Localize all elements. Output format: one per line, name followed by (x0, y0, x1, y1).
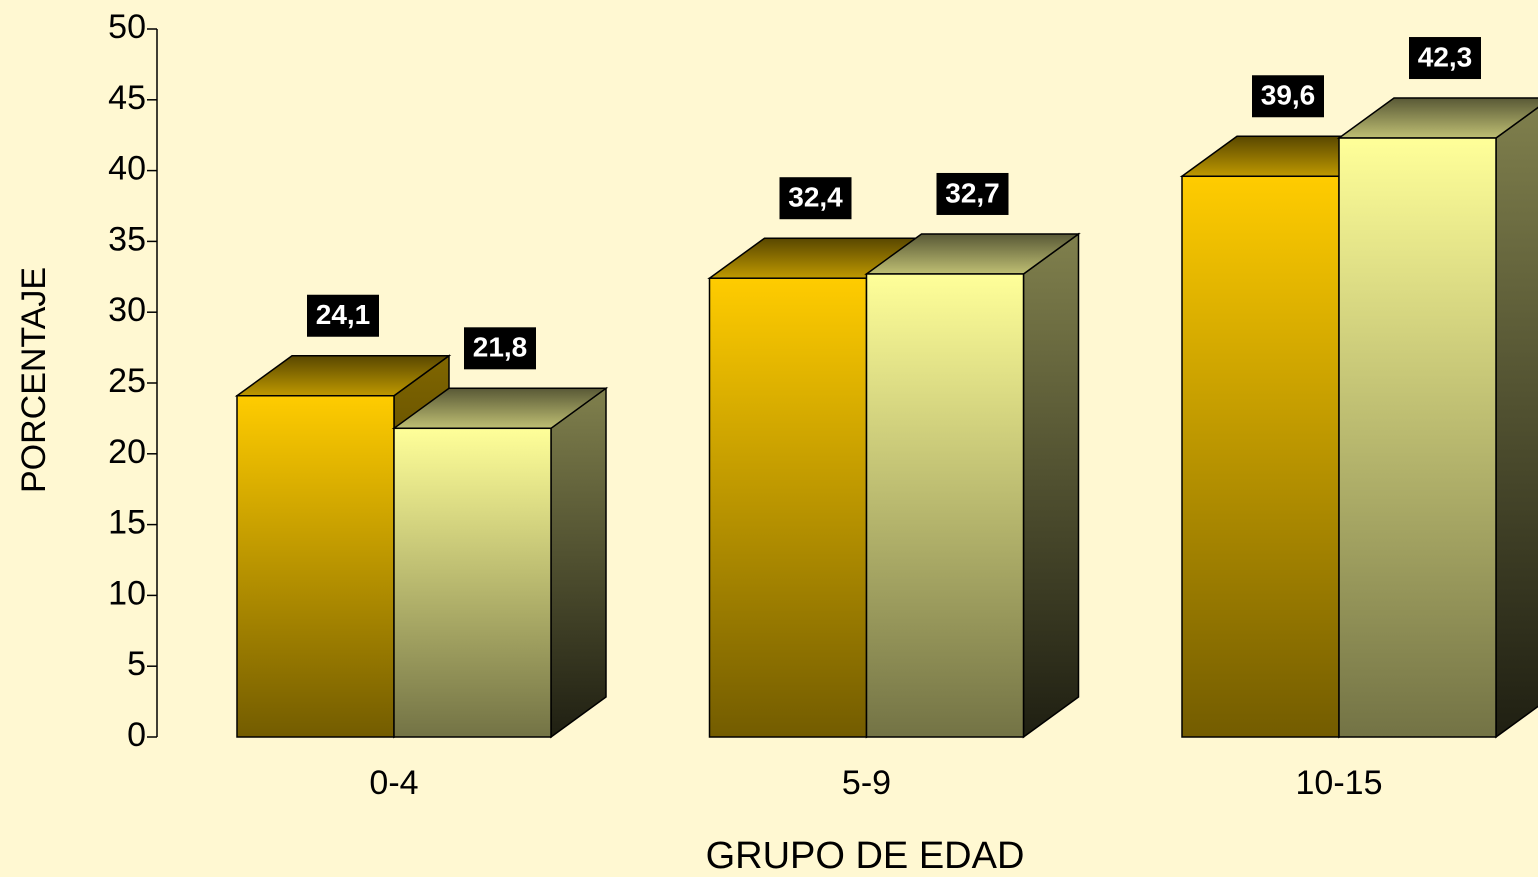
value-label: 32,4 (788, 182, 843, 213)
value-label: 21,8 (473, 332, 528, 363)
y-tick-label: 40 (108, 150, 146, 188)
x-axis-label: GRUPO DE EDAD (706, 835, 1025, 877)
bar (1182, 176, 1339, 737)
value-label: 24,1 (316, 299, 371, 330)
y-tick-label: 15 (108, 504, 146, 542)
y-tick-label: 50 (108, 8, 146, 46)
bar (237, 396, 394, 737)
y-tick-label: 5 (127, 645, 146, 683)
y-axis-label: PORCENTAJE (15, 267, 53, 493)
bar-side (551, 388, 606, 737)
x-tick-label: 0-4 (369, 764, 418, 802)
value-label: 39,6 (1261, 80, 1316, 111)
chart: PORCENTAJE GRUPO DE EDAD 0 5 10 15 20 25 30 35 4… (0, 0, 1538, 877)
y-tick-label: 20 (108, 433, 146, 471)
bar-side (1496, 98, 1538, 737)
bar-side (1024, 234, 1079, 737)
bar (394, 428, 551, 737)
bar (710, 278, 867, 737)
y-tick-label: 0 (127, 716, 146, 754)
x-tick-label: 10-15 (1296, 764, 1383, 802)
y-tick-label: 45 (108, 79, 146, 117)
y-tick-label: 25 (108, 362, 146, 400)
y-tick-label: 35 (108, 220, 146, 258)
value-label: 32,7 (945, 177, 1000, 208)
bar (1339, 138, 1496, 737)
y-tick-label: 30 (108, 291, 146, 329)
y-tick-label: 10 (108, 574, 146, 612)
value-label: 42,3 (1418, 41, 1473, 72)
x-tick-label: 5-9 (842, 764, 891, 802)
bar (867, 274, 1024, 737)
